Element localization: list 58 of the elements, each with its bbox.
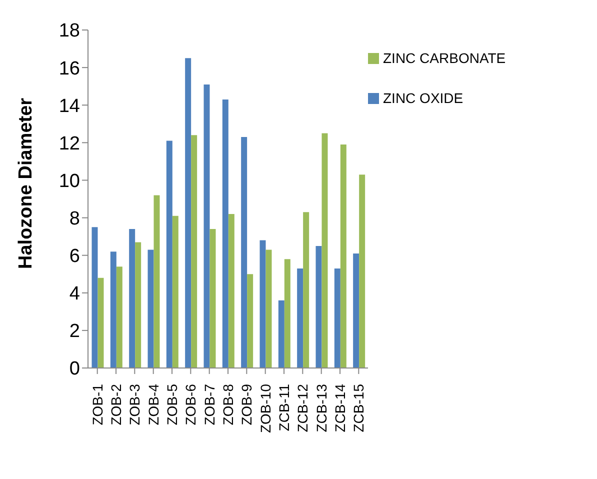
bar — [260, 240, 266, 368]
bar — [316, 246, 322, 368]
bar — [228, 214, 234, 368]
y-tick-label: 8 — [69, 208, 80, 230]
x-tick-label: ZOB-8 — [220, 384, 236, 426]
x-tick-label: ZOB-6 — [182, 384, 199, 426]
bar — [185, 58, 192, 368]
bar — [303, 212, 310, 368]
bar — [241, 137, 248, 368]
bar — [266, 250, 272, 368]
bar — [148, 250, 154, 368]
x-tick-label: ZCB-12 — [294, 384, 311, 432]
y-tick-label: 12 — [58, 133, 80, 154]
legend-label: ZINC OXIDE — [383, 90, 464, 106]
bar — [166, 140, 172, 368]
x-tick-label: ZCB-13 — [313, 384, 330, 432]
y-tick-label: 14 — [58, 96, 80, 117]
y-tick-label: 6 — [69, 246, 80, 268]
bar — [135, 242, 142, 368]
y-tick-label: 4 — [69, 284, 80, 305]
y-tick-label: 2 — [69, 321, 80, 342]
bar — [92, 227, 98, 368]
bar — [278, 300, 284, 368]
y-tick-label: 16 — [58, 58, 80, 80]
x-tick-label: ZOB-5 — [164, 384, 180, 426]
bar — [247, 274, 254, 368]
x-tick-label: ZCB-11 — [276, 384, 292, 432]
bar — [98, 278, 104, 368]
y-tick-label: 10 — [58, 170, 80, 192]
x-tick-label: ZOB-1 — [89, 384, 106, 426]
bar — [222, 99, 228, 368]
x-tick-label: ZOB-4 — [145, 384, 162, 426]
bar — [334, 268, 340, 368]
bar — [204, 84, 210, 368]
bar — [297, 268, 304, 368]
y-tick-label: 0 — [69, 358, 80, 380]
bar — [110, 252, 116, 368]
x-tick-label: ZOB-10 — [257, 384, 274, 434]
legend-label: ZINC CARBONATE — [383, 50, 506, 66]
x-tick-label: ZOB-2 — [108, 384, 124, 426]
x-tick-label: ZOB-9 — [238, 384, 255, 426]
bar — [210, 229, 216, 368]
bar — [340, 144, 346, 368]
y-tick-label: 18 — [58, 20, 80, 42]
bar — [353, 253, 360, 368]
x-tick-label: ZCB-15 — [350, 384, 367, 432]
bar — [322, 133, 328, 368]
bar — [284, 259, 290, 368]
bar — [191, 135, 198, 368]
bar — [116, 266, 122, 368]
bar — [154, 195, 160, 368]
x-tick-label: ZOB-3 — [126, 384, 143, 426]
bar — [129, 229, 136, 368]
bar — [172, 216, 178, 368]
y-axis-title: Halozone Diameter — [16, 97, 37, 269]
x-tick-label: ZCB-14 — [332, 384, 348, 432]
bar — [359, 174, 366, 368]
x-tick-label: ZOB-7 — [201, 384, 218, 426]
